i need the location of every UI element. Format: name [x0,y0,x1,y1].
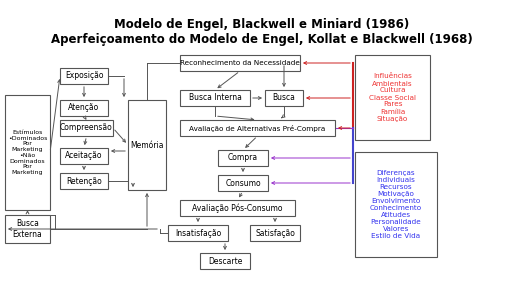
Bar [60,148,108,164]
Text: Satisfação: Satisfação [255,228,295,237]
Bar [218,175,268,191]
Text: Busca: Busca [272,94,295,103]
Text: Insatisfação: Insatisfação [175,228,221,237]
Text: Memória: Memória [130,140,164,149]
Text: Busca
Externa: Busca Externa [13,219,42,239]
Bar [180,55,300,71]
Bar [180,90,250,106]
Bar [5,95,50,210]
Text: Busca Interna: Busca Interna [189,94,242,103]
Bar [5,215,50,243]
Bar [180,200,295,216]
Text: Diferenças
Individuais
Recursos
Motivação
Envolvimento
Conhecimento
Atitudes
Per: Diferenças Individuais Recursos Motivaçã… [370,170,422,239]
Bar [218,150,268,166]
Bar [265,90,303,106]
Text: Descarte: Descarte [208,257,242,266]
Bar [60,100,108,116]
Text: Estímulos
•Dominados
Por
Marketing
•Não
Dominados
Por
Marketing: Estímulos •Dominados Por Marketing •Não … [8,130,47,175]
Text: Avaliação Pós-Consumo: Avaliação Pós-Consumo [192,203,283,213]
Bar [355,55,430,140]
Text: Modelo de Engel, Blackwell e Miniard (1986)
Aperfeiçoamento do Modelo de Engel, : Modelo de Engel, Blackwell e Miniard (19… [51,18,472,46]
Text: Atenção: Atenção [69,103,99,112]
Text: Compra: Compra [228,153,258,162]
Text: Avaliação de Alternativas Pré-Compra: Avaliação de Alternativas Pré-Compra [189,124,326,132]
Bar [355,152,437,257]
Text: Influências
Ambientais
Cultura
Classe Social
Pares
Família
Situação: Influências Ambientais Cultura Classe So… [369,74,416,121]
Text: Exposição: Exposição [65,71,103,80]
Text: Retenção: Retenção [66,176,102,185]
Bar [180,120,335,136]
Text: Consumo: Consumo [225,178,261,187]
Text: Compreensão: Compreensão [60,124,113,133]
Bar [250,225,300,241]
Bar [168,225,228,241]
Bar [60,173,108,189]
Text: Aceitação: Aceitação [65,151,103,160]
Text: Reconhecimento da Necessidade: Reconhecimento da Necessidade [180,60,300,66]
Bar [128,100,166,190]
Bar [60,120,113,136]
Bar [60,68,108,84]
Bar [200,253,250,269]
